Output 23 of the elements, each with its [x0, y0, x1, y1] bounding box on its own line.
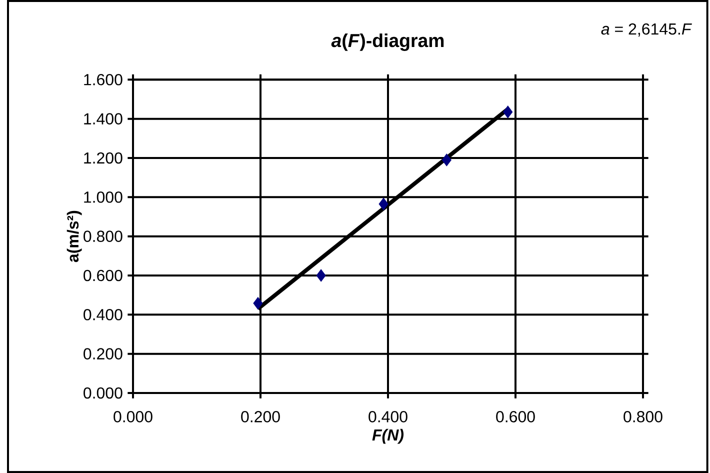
y-tick-label: 0.800 [84, 230, 122, 242]
y-tick-label: 0.600 [84, 270, 122, 282]
x-tick-label: 0.600 [496, 411, 535, 422]
point [442, 154, 452, 166]
y-tick-label: 0.200 [84, 348, 122, 360]
text: a = 2,6145.F [601, 23, 692, 37]
chart-title: a(F)-diagram [331, 33, 444, 51]
y-axis-title: a(m/s²) [66, 210, 82, 262]
x-tick-label: 0.800 [624, 411, 662, 422]
point [316, 269, 326, 282]
y-tick-label: 1.400 [84, 113, 122, 124]
y-tick-label: 1.000 [84, 191, 122, 203]
x-tick-label: 0.000 [114, 411, 152, 422]
y-tick-label: 1.200 [84, 152, 122, 164]
point [253, 297, 263, 310]
x-tick-label: 0.400 [368, 411, 408, 422]
point [503, 106, 513, 118]
y-tick-label: 0.400 [84, 308, 122, 320]
point [378, 198, 388, 210]
y-tick-label: 0.000 [84, 387, 122, 399]
x-tick-label: 0.200 [241, 411, 280, 422]
x-axis-title: F(N) [372, 428, 404, 444]
y-tick-label: 1.600 [84, 74, 122, 86]
